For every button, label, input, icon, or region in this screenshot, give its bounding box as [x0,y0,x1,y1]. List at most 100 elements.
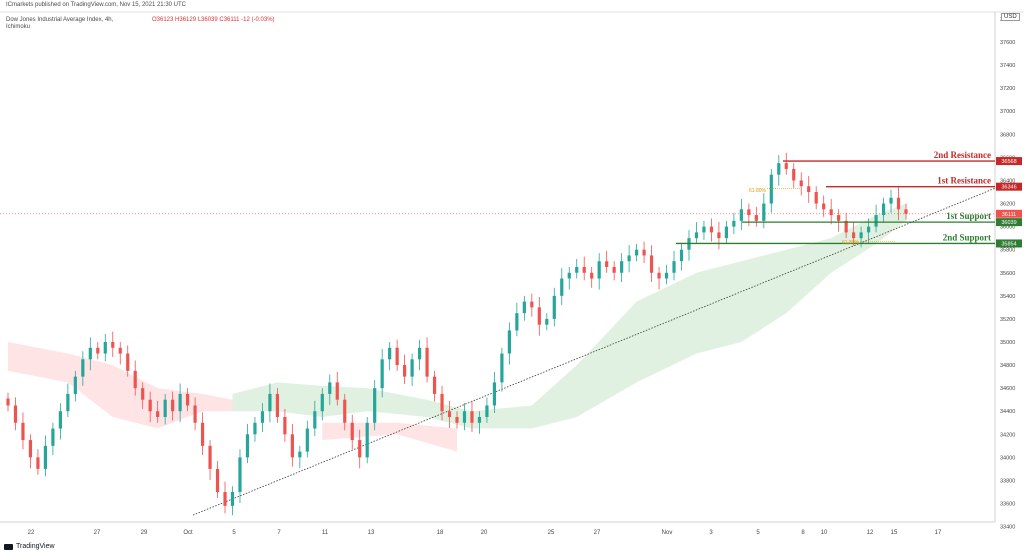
candle-body [485,405,489,417]
level-label: 1st Resistance [937,176,991,186]
x-tick-label: 27 [94,530,101,536]
y-tick-label: 36200 [1000,202,1015,208]
x-tick-label: 25 [548,530,555,536]
candle-body [313,411,317,429]
candle-body [769,174,773,204]
y-tick-label: 37400 [1000,63,1015,69]
candle-body [627,255,631,262]
y-tick-label: 35200 [1000,317,1015,323]
y-tick-label: 35000 [1000,340,1015,346]
y-tick-label: 36400 [1000,178,1015,184]
candle-body [799,180,803,187]
y-tick-label: 34400 [1000,409,1015,415]
fib-label: 61.80% [842,240,860,246]
candle-body [545,318,549,325]
candle-body [245,434,250,458]
candle-body [635,249,639,256]
ichimoku-cloud-bearish [8,342,233,429]
candle-body [141,388,145,400]
candle-body [328,382,332,394]
candle-body [290,434,294,458]
candle-body [230,492,235,506]
x-tick-label: 5 [232,530,236,536]
y-tick-label: 35400 [1000,294,1015,300]
x-tick-label: 15 [891,530,898,536]
candle-body [305,428,309,452]
candle-body [81,359,85,377]
candle-body [13,405,18,423]
candle-body [260,411,265,423]
level-price-label: 35854 [1001,241,1016,247]
candle-body [6,398,10,406]
candle-body [440,393,444,412]
candle-body [642,249,646,256]
y-tick-label: 34200 [1000,432,1015,438]
level-price-label: 36346 [1001,185,1016,191]
candle-body [852,232,856,239]
candle-body [814,192,818,204]
candle-body [694,232,699,239]
candle-body [283,417,287,435]
candle-body [36,457,40,469]
ohlc-readout: O36123 H36129 L36039 C36111 -12 (-0.03%) [152,17,275,23]
candle-body [186,393,190,406]
candle-body [597,261,601,279]
candle-body [425,347,429,377]
candle-body [403,365,407,377]
tradingview-logo-icon [4,543,13,550]
x-tick-label: 10 [821,530,828,536]
footer-brand[interactable]: TradingView [4,543,55,550]
candle-body [58,411,62,429]
candle-body [148,399,152,412]
current-price-label: 36111 [1002,212,1016,218]
x-tick-label: 7 [277,530,281,536]
y-tick-label: 33600 [1000,502,1015,508]
candle-body [739,209,743,221]
candle-body [896,197,901,210]
candle-body [724,226,728,239]
candle-body [178,393,182,412]
candle-body [904,209,908,214]
publisher-line: ICmarkets published on TradingView.com, … [6,2,186,8]
level-label: 2nd Support [943,232,991,242]
level-label: 1st Support [946,211,991,221]
candle-body [395,347,399,366]
candle-body [530,301,534,308]
candle-body [477,417,482,423]
currency-label[interactable]: USD [1001,13,1020,21]
candle-body [417,347,422,360]
candle-body [717,232,721,239]
x-tick-label: Nov [662,530,673,536]
level-price-label: 36568 [1001,159,1016,165]
candle-body [657,272,661,279]
candle-body [133,370,137,389]
ichimoku-cloud-bullish [232,203,906,429]
candle-body [754,215,758,221]
candle-body [649,255,654,273]
candle-body [51,428,55,446]
y-tick-label: 34000 [1000,455,1015,461]
level-label: 2nd Resistance [934,150,991,160]
y-tick-label: 37000 [1000,109,1015,115]
candle-body [88,347,92,360]
current-price-tag [996,209,1022,218]
candle-body [275,393,279,417]
candle-body [470,411,474,423]
candle-body [807,186,811,192]
candle-body [881,203,886,216]
x-tick-label: 11 [322,530,329,536]
candle-body [522,301,526,314]
candle-body [844,220,848,233]
y-tick-label: 33400 [1000,525,1015,531]
x-tick-label: 29 [141,530,148,536]
candle-body [193,405,197,423]
candle-body [822,203,826,210]
candle-body [679,249,684,262]
candle-body [432,376,437,394]
y-tick-label: 35600 [1000,271,1015,277]
candle-body [874,215,878,227]
candle-body [605,261,609,267]
level-price-label: 36039 [1001,220,1016,226]
candle-body [889,197,893,204]
